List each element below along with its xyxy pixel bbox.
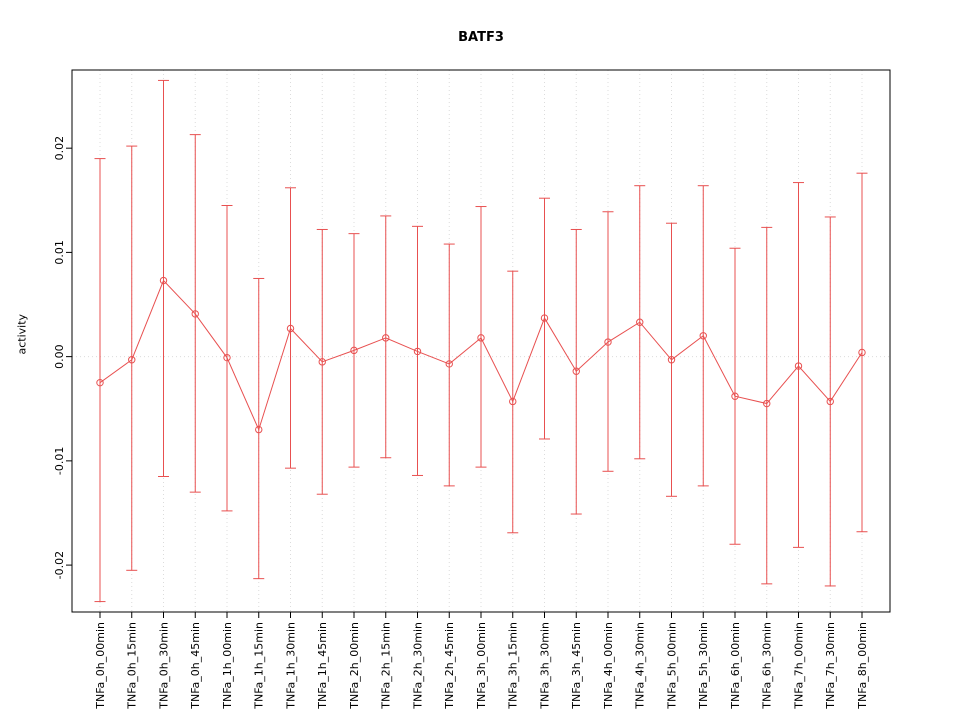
data-point [255, 425, 263, 434]
data-point [572, 367, 580, 375]
x-tick-label: TNFa_8h_00min [856, 622, 869, 710]
x-tick-label: TNFa_3h_30min [538, 622, 551, 710]
x-axis: TNFa_0h_00min TNFa_0h_15min TNFa_0h_30min T… [94, 612, 869, 710]
data-point [223, 353, 231, 362]
data-point [96, 378, 104, 387]
x-tick-label: TNFa_0h_15min [126, 622, 139, 710]
error-bar [126, 145, 138, 571]
y-tick-label: 0.02 [53, 136, 66, 161]
data-point [477, 334, 485, 342]
data-point [413, 347, 422, 356]
error-bar [443, 243, 455, 487]
data-point [128, 356, 136, 364]
y-tick-label: 0.00 [53, 344, 66, 369]
data-point [159, 276, 168, 285]
x-tick-label: TNFa_1h_15min [253, 622, 266, 710]
data-point [763, 399, 771, 408]
x-tick-label: TNFa_7h_30min [824, 622, 837, 710]
data-point [731, 392, 739, 400]
x-tick-label: TNFa_3h_15min [507, 622, 520, 710]
error-bar [158, 79, 169, 477]
x-tick-label: TNFa_4h_30min [634, 622, 647, 710]
x-tick-label: TNFa_0h_30min [157, 622, 170, 710]
x-tick-label: TNFa_1h_00min [221, 622, 234, 710]
data-point [826, 397, 834, 406]
series-line [99, 279, 863, 432]
data-point [509, 397, 517, 406]
data-point [382, 334, 390, 342]
data-point [445, 360, 453, 368]
data-point [191, 310, 199, 318]
x-tick-label: TNFa_2h_15min [380, 622, 393, 710]
data-point [604, 338, 612, 346]
error-bar [761, 226, 773, 585]
x-tick-label: TNFa_3h_45min [570, 622, 583, 710]
error-bar [793, 182, 804, 548]
x-tick-label: TNFa_0h_45min [189, 622, 202, 710]
data-point [858, 348, 866, 357]
y-tick-label: -0.01 [53, 447, 66, 475]
x-tick-label: TNFa_1h_30min [284, 622, 297, 710]
data-points [96, 276, 866, 434]
error-bar [94, 158, 106, 603]
y-axis: -0.02 -0.01 0.00 0.01 0.02 [53, 136, 72, 579]
error-bar [380, 215, 392, 459]
error-bar [475, 206, 487, 468]
data-point [667, 356, 676, 364]
data-point [286, 324, 295, 333]
x-tick-label: TNFa_7h_00min [792, 622, 805, 710]
data-point [636, 318, 644, 326]
x-tick-label: TNFa_6h_30min [761, 622, 774, 710]
x-tick-label: TNFa_2h_45min [443, 622, 456, 710]
x-tick-label: TNFa_5h_30min [697, 622, 710, 710]
x-tick-label: TNFa_1h_45min [316, 622, 329, 710]
data-point [699, 332, 707, 340]
data-point [318, 358, 326, 366]
x-tick-label: TNFa_2h_00min [348, 622, 361, 710]
data-point [350, 346, 358, 355]
y-tick-label: -0.02 [53, 551, 66, 579]
x-tick-label: TNFa_5h_00min [665, 622, 678, 710]
chart-title: BATF3 [458, 30, 504, 45]
data-point [540, 314, 549, 322]
x-tick-label: TNFa_2h_30min [411, 622, 424, 710]
x-tick-label: TNFa_6h_00min [729, 622, 742, 710]
x-tick-label: TNFa_4h_00min [602, 622, 615, 710]
x-tick-label: TNFa_3h_00min [475, 622, 488, 710]
y-tick-label: 0.01 [53, 240, 66, 265]
data-point [794, 362, 803, 370]
x-tick-label: TNFa_0h_00min [94, 622, 107, 710]
